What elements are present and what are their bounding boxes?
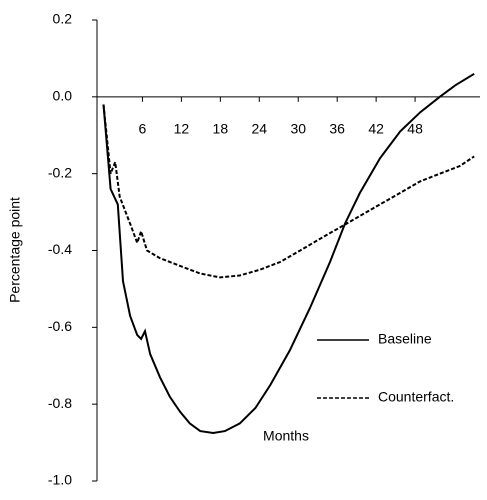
line (102, 104, 475, 279)
x-tick-label: 42 (368, 121, 384, 137)
y-tick-label: -0.6 (48, 318, 72, 334)
x-tick-label: 18 (213, 121, 229, 137)
y-tick-label: -0.8 (48, 395, 72, 411)
x-tick-label: 36 (329, 121, 345, 137)
legend-label: Counterfact. (378, 389, 454, 405)
y-tick-label: -0.2 (48, 164, 72, 180)
x-tick-label: 30 (290, 121, 306, 137)
x-tick-label: 24 (251, 121, 267, 137)
x-tick-label: 48 (407, 121, 423, 137)
y-tick-label: -0.4 (48, 241, 72, 257)
line (102, 72, 475, 435)
y-tick-label: -1.0 (48, 472, 72, 488)
y-tick-label: 0.0 (53, 88, 73, 104)
x-tick-label: 6 (139, 121, 147, 137)
x-tick-label: 12 (174, 121, 190, 137)
legend-label: Baseline (378, 331, 432, 347)
y-tick-label: 0.2 (53, 11, 73, 27)
y-axis-label: Percentage point (7, 197, 23, 303)
x-axis-label: Months (263, 428, 309, 444)
